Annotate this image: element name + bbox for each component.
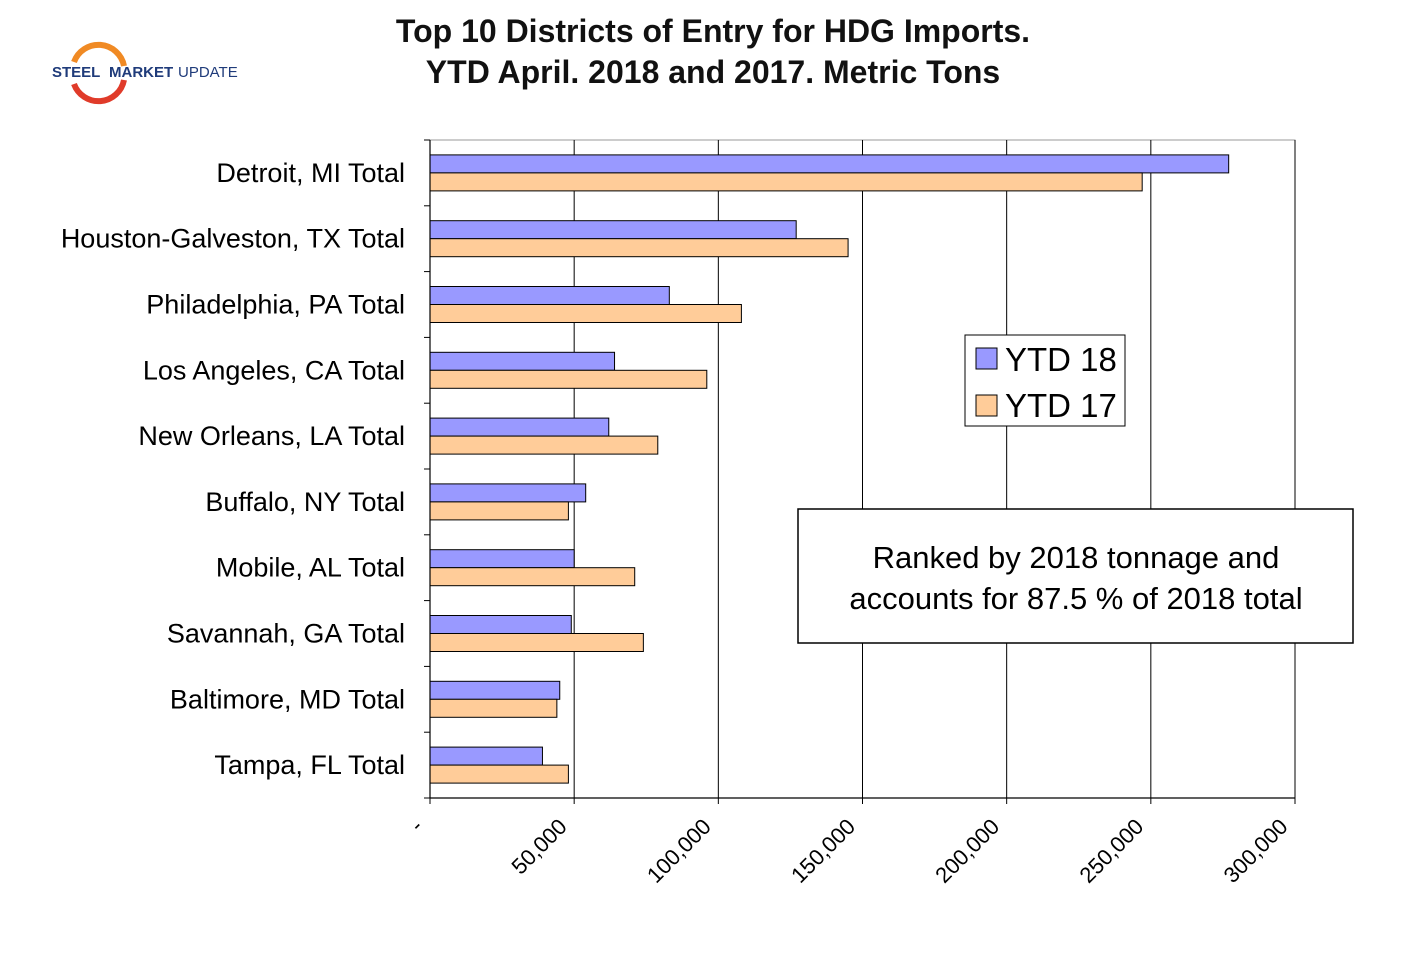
legend-label-ytd17: YTD 17 <box>1005 387 1117 424</box>
bars <box>429 154 1230 784</box>
annotation: Ranked by 2018 tonnage and accounts for … <box>797 508 1354 644</box>
bar-ytd17-5 <box>429 501 569 521</box>
chart-title-line-2: YTD April. 2018 and 2017. Metric Tons <box>426 54 1000 90</box>
category-label-6: Mobile, AL Total <box>216 553 405 583</box>
bar-ytd17-6 <box>429 567 636 587</box>
category-label-2: Philadelphia, PA Total <box>146 290 405 320</box>
steel-market-update-logo: STEEL MARKET UPDATE <box>52 41 238 105</box>
bar-ytd17-4 <box>429 435 659 455</box>
bar-ytd17-9 <box>429 764 569 784</box>
x-tick-labels: - 50,000 100,000 150,000 200,000 250,000 300,0… <box>405 814 1293 888</box>
bar-ytd17-2 <box>429 304 742 323</box>
legend: YTD 18 YTD 17 <box>964 334 1126 427</box>
bar-ytd18-6 <box>429 549 575 569</box>
bar-ytd18-3 <box>429 351 616 371</box>
category-label-3: Los Angeles, CA Total <box>143 355 405 385</box>
x-tick-label-5: 250,000 <box>1074 814 1148 888</box>
logo-word-update: UPDATE <box>178 64 238 81</box>
logo-arc-red-icon <box>71 79 127 105</box>
annotation-line-2: accounts for 87.5 % of 2018 total <box>849 581 1302 616</box>
legend-swatch-ytd17 <box>975 394 998 417</box>
category-label-9: Tampa, FL Total <box>214 750 405 780</box>
x-tick-label-0: - <box>405 814 428 837</box>
category-label-0: Detroit, MI Total <box>216 158 405 188</box>
annotation-line-1: Ranked by 2018 tonnage and <box>873 540 1280 575</box>
x-tick-label-4: 200,000 <box>930 814 1004 888</box>
category-labels: Detroit, MI Total Houston-Galveston, TX T… <box>61 158 405 780</box>
category-label-8: Baltimore, MD Total <box>170 684 405 714</box>
annotation-box <box>797 508 1354 644</box>
bar-ytd18-7 <box>429 615 572 634</box>
bar-ytd18-9 <box>429 746 543 766</box>
logo-word-steel: STEEL <box>52 64 100 81</box>
axes <box>424 139 1296 804</box>
bar-ytd17-8 <box>429 698 558 718</box>
x-tick-label-6: 300,000 <box>1219 814 1293 888</box>
bar-ytd18-8 <box>429 680 561 700</box>
bar-ytd18-2 <box>429 286 670 305</box>
bar-ytd18-1 <box>429 220 797 240</box>
bar-ytd18-5 <box>429 483 587 503</box>
logo-word-market: MARKET <box>109 64 173 81</box>
bar-ytd17-1 <box>429 238 849 258</box>
bar-ytd18-4 <box>429 417 610 437</box>
chart-title-line-1: Top 10 Districts of Entry for HDG Import… <box>396 13 1030 49</box>
category-label-5: Buffalo, NY Total <box>205 487 405 517</box>
x-tick-label-1: 50,000 <box>506 814 571 879</box>
logo-arc-orange-icon <box>71 41 127 67</box>
bar-ytd17-7 <box>429 633 644 652</box>
x-tick-label-3: 150,000 <box>786 814 860 888</box>
bar-ytd17-3 <box>429 369 708 389</box>
category-label-7: Savannah, GA Total <box>167 619 405 649</box>
x-tick-label-2: 100,000 <box>642 814 716 888</box>
category-label-4: New Orleans, LA Total <box>138 421 405 451</box>
category-label-1: Houston-Galveston, TX Total <box>61 224 405 254</box>
bar-ytd17-0 <box>429 172 1143 192</box>
legend-swatch-ytd18 <box>975 347 998 370</box>
bar-ytd18-0 <box>429 154 1230 174</box>
legend-label-ytd18: YTD 18 <box>1005 341 1117 378</box>
